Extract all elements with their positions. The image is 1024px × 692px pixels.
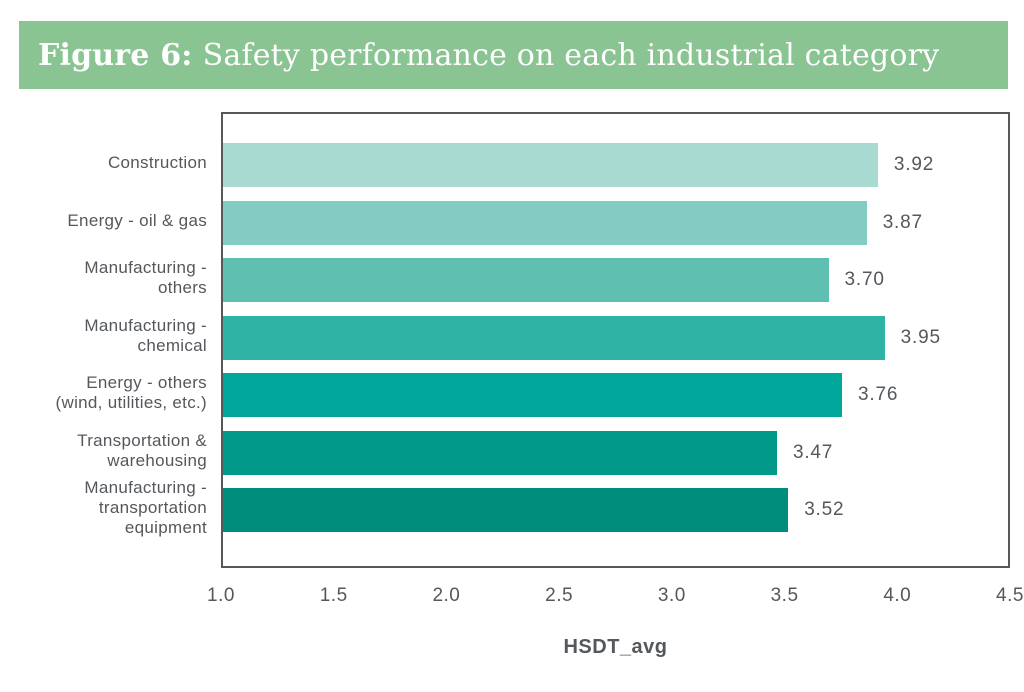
category-label-line: Manufacturing - (84, 258, 207, 277)
figure-number-label: Figure 6: (38, 37, 193, 73)
bar-row: 3.92 (223, 143, 1008, 187)
figure-title-banner: Figure 6: Safety performance on each indu… (19, 21, 1008, 89)
bar (223, 200, 867, 245)
category-label-line: others (157, 278, 207, 297)
bar-value-label: 3.92 (893, 154, 935, 175)
category-label-line: Transportation & (77, 430, 207, 450)
category-label-line: Construction (107, 153, 207, 172)
category-label-line: warehousing (107, 450, 207, 470)
x-tick-label: 4.0 (883, 585, 912, 606)
x-tick-label: 1.0 (207, 585, 235, 606)
category-label-line: transportation (98, 498, 207, 517)
x-axis-title: HSDT_avg (563, 636, 668, 658)
bar (223, 258, 829, 302)
x-tick-label: 2.5 (545, 585, 574, 606)
bar (223, 143, 878, 187)
bar-value-label: 3.70 (844, 269, 885, 290)
category-label: Energy - oil & gas (0, 199, 207, 243)
bar-row: 3.95 (223, 315, 1008, 360)
category-label: Manufacturing - others (0, 256, 207, 300)
category-label-line: equipment (124, 518, 207, 537)
category-label: Construction (0, 141, 207, 185)
plot-area: 3.92 3.87 3.70 3.95 3.76 3.47 3.52 (221, 112, 1010, 568)
bar-row: 3.47 (223, 430, 1008, 475)
x-axis-ticks: 1.0 1.5 2.0 2.5 3.0 3.5 4.0 4.5 (207, 585, 1023, 609)
category-label: Energy - others (wind, utilities, etc.) (0, 371, 207, 415)
bar-row: 3.70 (223, 258, 1008, 302)
category-label: Manufacturing - chemical (0, 314, 207, 358)
bar-value-label: 3.95 (900, 326, 941, 348)
bar-value-label: 3.47 (792, 441, 834, 463)
x-tick-label: 4.5 (996, 585, 1024, 606)
bar (223, 430, 777, 475)
bar-value-label: 3.76 (858, 384, 899, 405)
category-label-line: Energy - oil & gas (67, 210, 207, 230)
figure-title: Figure 6: Safety performance on each indu… (38, 38, 939, 73)
x-tick-label: 2.0 (432, 585, 461, 606)
bar (223, 373, 843, 417)
y-axis-category-labels: Construction Energy - oil & gas Manufactur… (0, 112, 207, 568)
bar-row: 3.76 (223, 373, 1008, 417)
category-label-line: (wind, utilities, etc.) (55, 393, 207, 412)
bar-value-label: 3.87 (882, 211, 923, 233)
category-label-line: chemical (137, 335, 207, 355)
category-label: Transportation & warehousing (0, 429, 207, 473)
category-label-line: Energy - others (86, 373, 207, 392)
category-label: Manufacturing - transportation equipment (0, 478, 207, 537)
x-tick-label: 1.5 (319, 585, 348, 606)
figure-title-text: Safety performance on each industrial ca… (202, 37, 940, 73)
bar (223, 315, 885, 360)
bar-row: 3.52 (223, 488, 1008, 532)
bar-value-label: 3.52 (804, 499, 845, 520)
category-label-line: Manufacturing - (84, 315, 207, 335)
bar-row: 3.87 (223, 200, 1008, 245)
x-tick-label: 3.5 (770, 585, 799, 606)
bar (223, 488, 789, 532)
x-tick-label: 3.0 (657, 585, 686, 606)
category-label-line: Manufacturing - (84, 478, 207, 497)
